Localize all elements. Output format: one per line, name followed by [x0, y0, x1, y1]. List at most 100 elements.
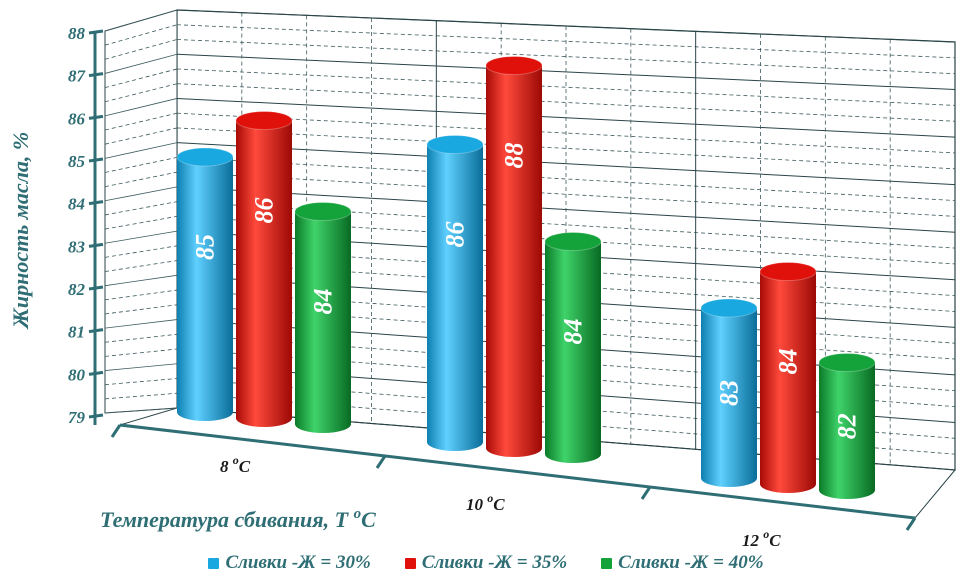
data-label-2-2: 88 [500, 143, 529, 169]
bar-top-1-2 [426, 135, 484, 154]
bar-base-2-3 [760, 475, 816, 493]
legend-swatch-series-1 [208, 557, 220, 569]
x-tick [375, 455, 387, 469]
side-gridline [104, 83, 178, 103]
side-gridline [104, 186, 178, 202]
y-tick [88, 285, 104, 291]
y-tick-label: 84 [68, 195, 85, 214]
side-gridline [104, 348, 178, 357]
y-tick-label: 88 [68, 24, 86, 43]
side-gridline [104, 245, 178, 258]
legend-label-series-3: Сливки -Ж = 40% [618, 552, 764, 573]
legend-label-series-2: Сливки -Ж = 35% [421, 552, 568, 573]
y-tick-label: 85 [68, 152, 86, 171]
bar-top-2-2 [485, 56, 543, 75]
data-label-1-2: 86 [441, 222, 470, 248]
y-tick-label: 79 [68, 408, 86, 427]
side-gridline [104, 304, 178, 315]
bar-top-1-3 [700, 298, 758, 318]
side-gridline [104, 39, 178, 60]
legend-item-series-3: Сливки -Ж = 40% [601, 552, 764, 574]
side-gridline [104, 230, 178, 244]
bar-3-2 [545, 241, 601, 454]
side-gridline [104, 333, 178, 343]
data-label-3-3: 82 [833, 413, 862, 439]
bar-top-1-1 [176, 147, 234, 167]
bar-base-1-3 [701, 469, 757, 487]
side-gridline [104, 142, 178, 159]
gridline-minor [176, 112, 956, 154]
y-tick-label: 81 [68, 323, 85, 342]
bar-top-3-2 [544, 232, 602, 251]
bar-1-3 [701, 308, 757, 478]
chart-bars [176, 56, 876, 499]
side-gridline [104, 24, 178, 46]
bar-1-2 [427, 144, 483, 442]
bar-3-3 [819, 362, 875, 490]
y-tick [88, 413, 104, 419]
y-tick [88, 370, 104, 376]
legend-swatch-series-3 [601, 557, 613, 569]
x-category-label-3: 12 oC [742, 527, 781, 550]
side-gridline [104, 127, 178, 145]
y-tick-label: 83 [68, 237, 86, 256]
bar-base-1-2 [427, 433, 483, 451]
y-tick-label: 82 [68, 280, 86, 299]
y-tick-label: 87 [68, 67, 87, 86]
data-label-1-3: 83 [715, 380, 744, 406]
data-label-2-1: 86 [250, 198, 279, 224]
side-gridline [104, 201, 178, 216]
legend-item-series-2: Сливки -Ж = 35% [404, 552, 568, 574]
side-gridline [104, 157, 178, 173]
data-label-2-3: 84 [774, 349, 803, 375]
bar-base-2-2 [486, 439, 542, 457]
legend-item-series-1: Сливки -Ж = 30% [208, 552, 371, 574]
side-gridline [104, 171, 178, 188]
x-axis-line [119, 423, 916, 520]
bar-base-2-1 [236, 409, 292, 427]
legend-swatch-series-2 [404, 557, 416, 569]
side-gridline [104, 363, 178, 371]
side-gridline [104, 53, 178, 74]
side-gridline [104, 68, 178, 88]
bar-base-3-1 [295, 415, 351, 433]
side-gridline [104, 274, 178, 287]
bar-base-3-3 [819, 481, 875, 499]
bar-top-2-3 [759, 262, 817, 281]
x-tick [110, 424, 122, 438]
legend-label-series-1: Сливки -Ж = 30% [225, 552, 371, 573]
side-gridline [104, 319, 178, 329]
y-tick [88, 157, 104, 163]
bar-top-3-1 [294, 202, 352, 221]
side-gridline [104, 9, 178, 32]
y-tick-label: 80 [68, 365, 86, 384]
bar-3-1 [295, 211, 351, 424]
bar-base-1-1 [177, 403, 233, 421]
y-tick [88, 200, 104, 206]
chart-legend: Сливки -Ж = 30% Сливки -Ж = 35% Сливки -… [0, 552, 972, 574]
side-gridline [104, 407, 178, 414]
bar-2-3 [760, 271, 816, 484]
y-tick-label: 86 [68, 109, 86, 128]
bar-top-2-1 [235, 111, 293, 130]
bar-top-3-3 [818, 353, 876, 372]
side-gridline [104, 378, 178, 386]
y-tick [88, 114, 104, 120]
x-tick [640, 486, 652, 500]
side-gridline [104, 112, 178, 131]
side-gridline [104, 215, 178, 230]
x-tick [905, 517, 917, 531]
side-gridline [104, 392, 178, 400]
y-tick [88, 29, 104, 35]
bar-2-2 [486, 65, 542, 448]
bar-base-3-2 [545, 445, 601, 463]
data-label-3-1: 84 [309, 289, 338, 315]
gridline-minor [176, 83, 956, 122]
y-tick [88, 328, 104, 334]
bar-2-1 [236, 120, 292, 418]
side-gridline [104, 260, 178, 272]
y-axis-title: Жирность масла, % [8, 132, 33, 331]
chart-axes [88, 29, 917, 531]
side-gridline [104, 98, 178, 117]
